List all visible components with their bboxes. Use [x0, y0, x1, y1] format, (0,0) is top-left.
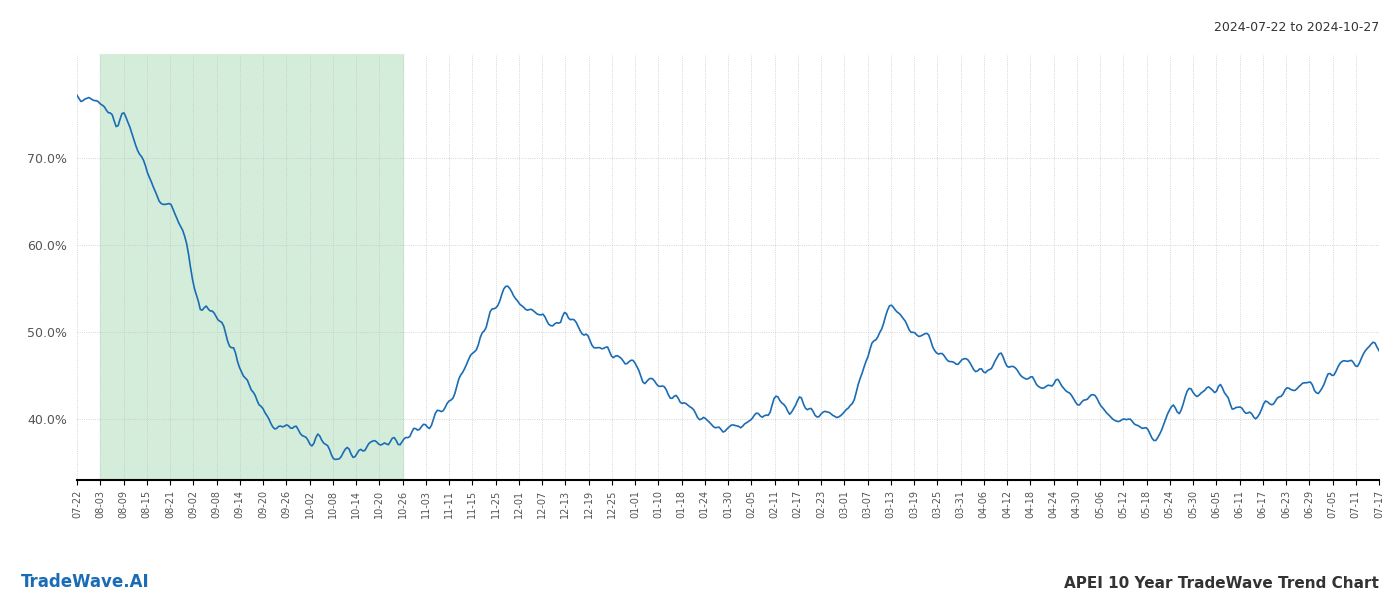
Text: TradeWave.AI: TradeWave.AI: [21, 573, 150, 591]
Bar: [101, 54, 403, 480]
Text: 2024-07-22 to 2024-10-27: 2024-07-22 to 2024-10-27: [1214, 21, 1379, 34]
Text: APEI 10 Year TradeWave Trend Chart: APEI 10 Year TradeWave Trend Chart: [1064, 576, 1379, 591]
